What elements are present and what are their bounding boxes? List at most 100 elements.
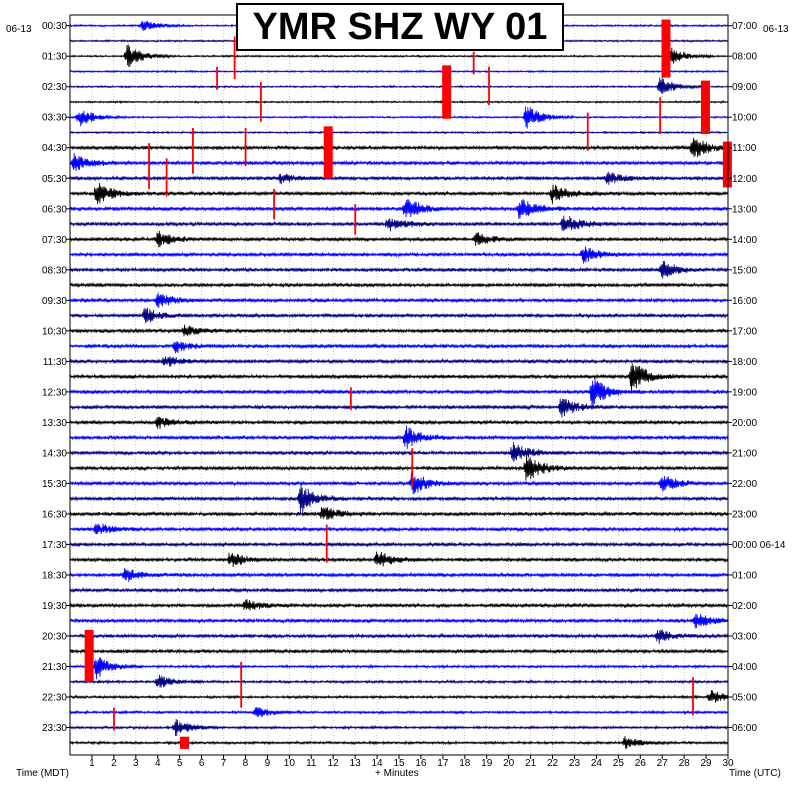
trace-line bbox=[69, 324, 728, 337]
x-tick-label: 10 bbox=[284, 758, 296, 769]
seismic-traces bbox=[69, 20, 728, 749]
trace-line bbox=[69, 69, 728, 74]
x-tick-label: 2 bbox=[111, 758, 117, 769]
trace-line bbox=[69, 99, 728, 104]
right-time-label: 17:00 bbox=[732, 326, 757, 337]
minute-grid bbox=[91, 15, 707, 755]
trace-line bbox=[69, 735, 728, 749]
spike-event bbox=[488, 66, 490, 106]
x-tick-label: 21 bbox=[525, 758, 537, 769]
x-tick-label: 7 bbox=[221, 758, 227, 769]
spike-event bbox=[244, 127, 247, 167]
spike-event bbox=[349, 387, 352, 411]
right-time-label: 02:00 bbox=[732, 601, 757, 612]
left-time-label: 05:30 bbox=[42, 174, 67, 185]
trace-line bbox=[69, 718, 728, 737]
trace-line bbox=[69, 453, 728, 481]
left-time-label: 04:30 bbox=[42, 143, 67, 154]
x-tick-label: 18 bbox=[459, 758, 471, 769]
spike-event bbox=[113, 707, 115, 731]
left-axis-title: Time (MDT) bbox=[16, 768, 69, 779]
trace-line bbox=[69, 568, 728, 583]
trace-line bbox=[69, 281, 728, 289]
x-tick-label: 25 bbox=[613, 758, 625, 769]
spike-event bbox=[354, 204, 357, 235]
right-time-label: 15:00 bbox=[732, 265, 757, 276]
right-time-label: 09:00 bbox=[732, 82, 757, 93]
right-time-label: 20:00 bbox=[732, 418, 757, 429]
right-time-label: 07:00 bbox=[732, 21, 757, 32]
clipped-event bbox=[84, 629, 94, 682]
left-time-label: 14:30 bbox=[42, 448, 67, 459]
trace-line bbox=[69, 137, 728, 158]
trace-line bbox=[69, 77, 728, 94]
left-time-label: 12:30 bbox=[42, 387, 67, 398]
title-box: YMR SHZ WY 01 bbox=[236, 3, 564, 51]
right-time-label: 10:00 bbox=[732, 113, 757, 124]
x-tick-label: 22 bbox=[547, 758, 559, 769]
left-time-label: 20:30 bbox=[42, 631, 67, 642]
trace-line bbox=[69, 307, 728, 324]
x-tick-label: 9 bbox=[265, 758, 271, 769]
spike-event bbox=[273, 188, 275, 220]
spike-event bbox=[216, 66, 218, 90]
trace-line bbox=[69, 425, 728, 450]
x-tick-label: 11 bbox=[306, 758, 317, 769]
right-time-label: 06:00 bbox=[732, 723, 757, 734]
trace-line bbox=[69, 472, 728, 495]
x-tick-label: 28 bbox=[679, 758, 691, 769]
spike-event bbox=[260, 82, 262, 122]
left-time-label: 15:30 bbox=[42, 479, 67, 490]
x-tick-label: 1 bbox=[89, 758, 95, 769]
x-tick-label: 27 bbox=[657, 758, 669, 769]
trace-line bbox=[69, 398, 728, 418]
trace-line bbox=[69, 246, 728, 264]
trace-line bbox=[69, 363, 728, 394]
left-time-label: 02:30 bbox=[42, 82, 67, 93]
clipped-event bbox=[722, 141, 732, 188]
trace-line bbox=[69, 689, 728, 703]
clipped-signals bbox=[84, 19, 732, 749]
axis-tick-labels: 1 2 3 4 5 6 7 8 9 10 11 12 13 14 15 16 17 18 19 20 21 22 23 24 2… bbox=[42, 21, 786, 769]
spike-event bbox=[233, 36, 236, 80]
clipped-event bbox=[442, 65, 452, 119]
left-time-label: 10:30 bbox=[42, 326, 67, 337]
spike-event bbox=[586, 112, 589, 151]
x-tick-label: 16 bbox=[415, 758, 427, 769]
trace-line bbox=[69, 182, 728, 205]
trace-line bbox=[69, 586, 728, 594]
spike-event bbox=[325, 524, 328, 563]
trace-line bbox=[69, 230, 728, 248]
right-date-label: 06-13 bbox=[763, 24, 789, 35]
trace-line bbox=[69, 377, 728, 407]
right-time-label: 13:00 bbox=[732, 204, 757, 215]
right-time-label: 01:00 bbox=[732, 570, 757, 581]
right-time-label: 14:00 bbox=[732, 235, 757, 246]
left-time-label: 17:30 bbox=[42, 540, 67, 551]
left-time-label: 00:30 bbox=[42, 21, 67, 32]
trace-line bbox=[69, 442, 728, 462]
x-tick-label: 6 bbox=[199, 758, 205, 769]
trace-line bbox=[69, 707, 728, 718]
trace-line bbox=[69, 629, 728, 644]
left-date-label: 06-13 bbox=[6, 24, 32, 35]
trace-line bbox=[69, 674, 728, 688]
left-time-label: 23:30 bbox=[42, 723, 67, 734]
trace-line bbox=[69, 215, 728, 232]
trace-line bbox=[69, 599, 728, 611]
trace-line bbox=[69, 153, 728, 172]
left-time-label: 16:30 bbox=[42, 509, 67, 520]
right-axis-title: Time (UTC) bbox=[729, 768, 781, 779]
right-time-label: 23:00 bbox=[732, 509, 757, 520]
spike-event bbox=[692, 677, 694, 716]
left-time-label: 21:30 bbox=[42, 662, 67, 673]
x-tick-label: 26 bbox=[635, 758, 647, 769]
right-time-label: 08:00 bbox=[732, 52, 757, 63]
right-time-label: 19:00 bbox=[732, 387, 757, 398]
trace-line bbox=[69, 292, 728, 309]
x-tick-label: 24 bbox=[591, 758, 603, 769]
chart-title: YMR SHZ WY 01 bbox=[252, 5, 548, 48]
left-time-label: 07:30 bbox=[42, 235, 67, 246]
left-time-label: 08:30 bbox=[42, 265, 67, 276]
